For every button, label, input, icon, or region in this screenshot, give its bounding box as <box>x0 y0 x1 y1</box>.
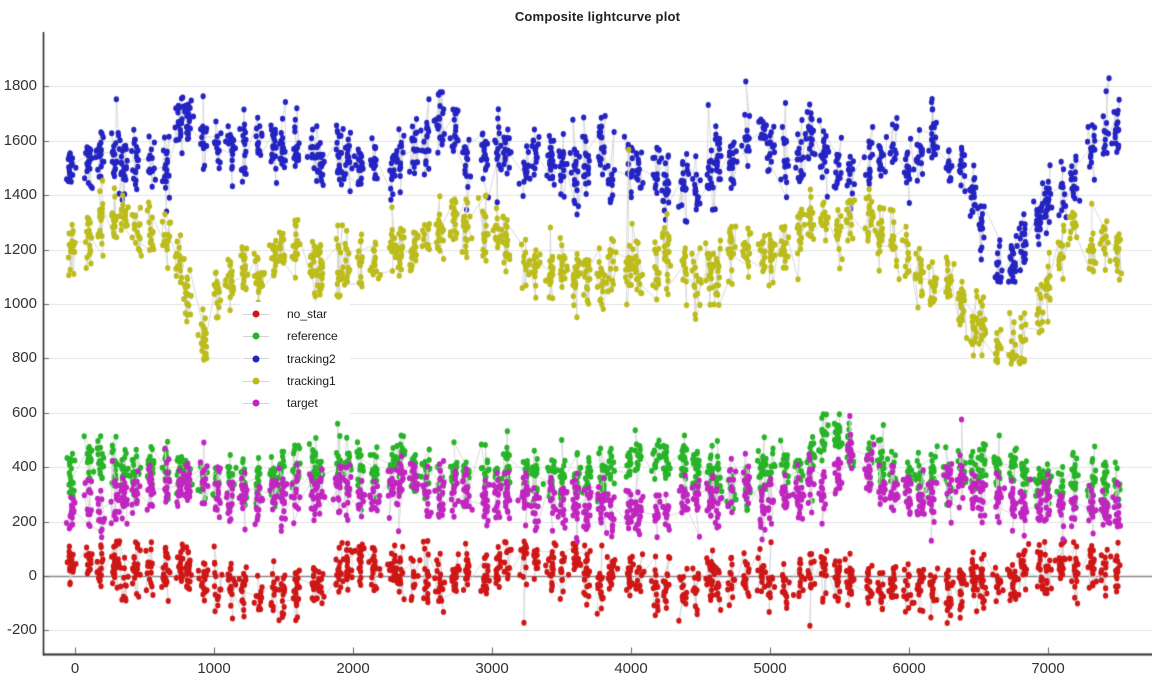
legend-dot-tracking2 <box>252 355 260 363</box>
x-tick-label: 0 <box>70 660 80 677</box>
legend-item-no_star: no_star <box>243 303 338 325</box>
legend-item-tracking1: tracking1 <box>243 370 338 392</box>
legend-dot-no_star <box>252 310 260 318</box>
x-tick-label: 4000 <box>614 660 648 677</box>
y-tick-label: 1800 <box>3 77 37 95</box>
chart-title: Composite lightcurve plot <box>514 9 681 24</box>
y-tick-label: 1400 <box>3 186 37 204</box>
legend-item-label: no_star <box>287 307 328 322</box>
y-tick-label: 1000 <box>3 295 37 312</box>
legend-marker <box>243 376 269 386</box>
y-tick-label: 800 <box>11 349 37 367</box>
legend-dot-tracking1 <box>252 377 260 385</box>
legend-marker <box>243 309 269 319</box>
x-tick-label: 7000 <box>1031 660 1065 677</box>
y-tick-label: 0 <box>28 567 37 584</box>
legend-item-target: target <box>243 392 338 414</box>
legend-marker <box>243 331 269 341</box>
legend-marker <box>243 398 269 408</box>
legend-item-reference: reference <box>243 325 338 347</box>
legend: no_star reference tracking2 tracking1 target <box>241 302 350 416</box>
x-tick-label: 5000 <box>753 660 787 677</box>
y-tick-label: 200 <box>11 512 37 530</box>
y-tick-label: 600 <box>11 403 37 421</box>
legend-item-label: target <box>287 396 318 411</box>
y-tick-label: 400 <box>11 458 37 476</box>
legend-dot-reference <box>252 332 260 340</box>
y-tick-label: 1600 <box>3 131 37 149</box>
legend-item-label: tracking2 <box>287 351 336 366</box>
legend-marker <box>243 354 269 364</box>
x-tick-label: 3000 <box>475 660 509 677</box>
y-tick-label: 1200 <box>3 240 37 258</box>
x-tick-label: 2000 <box>336 660 370 677</box>
legend-dot-target <box>252 399 260 407</box>
legend-item-tracking2: tracking2 <box>243 348 338 370</box>
x-tick-label: 6000 <box>892 660 926 677</box>
legend-item-label: reference <box>287 329 338 344</box>
x-tick-label: 1000 <box>197 660 231 677</box>
legend-item-label: tracking1 <box>287 374 336 389</box>
y-tick-label: -200 <box>6 621 37 639</box>
